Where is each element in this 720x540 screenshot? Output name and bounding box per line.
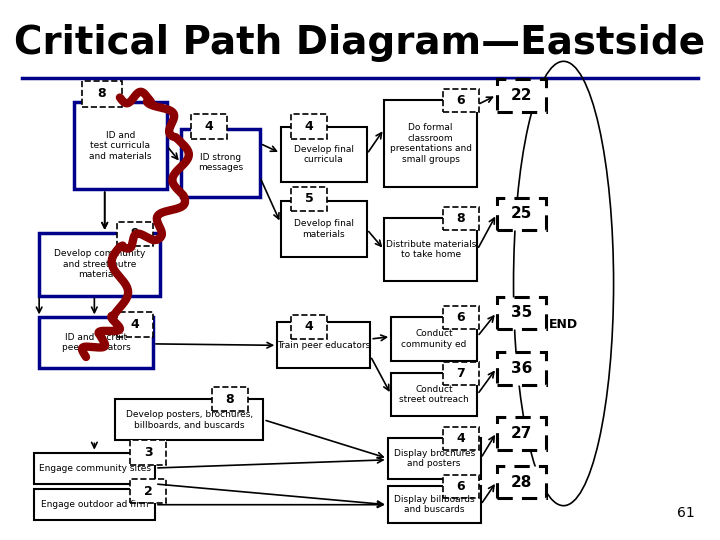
Text: Develop final
materials: Develop final materials	[294, 219, 354, 239]
FancyBboxPatch shape	[181, 129, 260, 197]
FancyBboxPatch shape	[73, 103, 167, 190]
Text: Do formal
classroom
presentations and
small groups: Do formal classroom presentations and sm…	[390, 123, 472, 164]
Text: 61: 61	[677, 506, 695, 520]
Text: 36: 36	[510, 361, 532, 376]
FancyBboxPatch shape	[130, 441, 166, 464]
FancyBboxPatch shape	[384, 100, 477, 187]
FancyBboxPatch shape	[39, 233, 160, 295]
FancyBboxPatch shape	[391, 373, 477, 416]
Text: 22: 22	[510, 88, 532, 103]
Text: 8: 8	[225, 393, 234, 406]
Text: 2: 2	[144, 485, 153, 498]
FancyBboxPatch shape	[281, 126, 367, 182]
Text: 8: 8	[98, 87, 107, 100]
FancyBboxPatch shape	[443, 475, 479, 498]
Text: Engage outdoor ad firm: Engage outdoor ad firm	[41, 500, 148, 509]
Text: Train peer educators: Train peer educators	[277, 341, 370, 349]
FancyBboxPatch shape	[387, 438, 481, 479]
FancyBboxPatch shape	[497, 79, 546, 112]
FancyBboxPatch shape	[281, 201, 367, 257]
FancyBboxPatch shape	[212, 387, 248, 411]
FancyBboxPatch shape	[291, 315, 327, 339]
FancyBboxPatch shape	[497, 352, 546, 385]
Text: 4: 4	[204, 120, 213, 133]
FancyBboxPatch shape	[497, 198, 546, 231]
FancyBboxPatch shape	[443, 89, 479, 112]
FancyBboxPatch shape	[117, 222, 153, 246]
FancyBboxPatch shape	[191, 114, 227, 139]
Text: 25: 25	[510, 206, 532, 221]
Text: 6: 6	[456, 94, 465, 107]
FancyBboxPatch shape	[497, 296, 546, 329]
FancyBboxPatch shape	[130, 479, 166, 503]
Text: Critical Path Diagram—Eastside: Critical Path Diagram—Eastside	[14, 24, 706, 62]
Text: 6: 6	[456, 311, 465, 325]
FancyBboxPatch shape	[497, 465, 546, 498]
Text: 27: 27	[510, 426, 532, 441]
Text: 28: 28	[510, 475, 532, 490]
FancyBboxPatch shape	[443, 427, 479, 450]
Text: Display brochures
and posters: Display brochures and posters	[394, 449, 474, 468]
Text: 8: 8	[456, 212, 465, 225]
FancyBboxPatch shape	[117, 313, 153, 336]
Text: 35: 35	[510, 306, 532, 320]
FancyBboxPatch shape	[387, 487, 481, 523]
FancyBboxPatch shape	[291, 187, 327, 211]
FancyBboxPatch shape	[497, 417, 546, 450]
FancyBboxPatch shape	[391, 318, 477, 361]
FancyBboxPatch shape	[82, 80, 122, 107]
Text: 4: 4	[456, 432, 465, 445]
FancyBboxPatch shape	[39, 318, 153, 368]
FancyBboxPatch shape	[443, 362, 479, 385]
Text: 7: 7	[456, 367, 465, 380]
Text: 6: 6	[456, 481, 465, 494]
FancyBboxPatch shape	[35, 453, 155, 484]
Text: Develop posters, brochures,
billboards, and buscards: Develop posters, brochures, billboards, …	[126, 410, 253, 430]
Text: END: END	[549, 318, 578, 331]
Text: Distribute materials
to take home: Distribute materials to take home	[385, 240, 476, 259]
FancyBboxPatch shape	[443, 306, 479, 329]
FancyBboxPatch shape	[115, 400, 264, 441]
FancyBboxPatch shape	[35, 489, 155, 520]
FancyBboxPatch shape	[277, 322, 370, 368]
Text: Conduct
community ed: Conduct community ed	[402, 329, 467, 349]
Text: Conduct
street outreach: Conduct street outreach	[400, 385, 469, 404]
Text: 4: 4	[305, 120, 313, 133]
Text: 9: 9	[131, 227, 140, 240]
FancyBboxPatch shape	[384, 218, 477, 281]
Text: 4: 4	[305, 320, 313, 334]
Text: 5: 5	[305, 192, 313, 206]
FancyBboxPatch shape	[291, 114, 327, 139]
Text: Develop community
and street outre
materials: Develop community and street outre mater…	[54, 249, 145, 279]
Text: 3: 3	[144, 446, 153, 459]
Text: ID and
test curricula
and materials: ID and test curricula and materials	[89, 131, 151, 161]
Text: 4: 4	[131, 318, 140, 331]
Text: ID and recruit
peer educators: ID and recruit peer educators	[62, 333, 130, 353]
Text: Display billboards
and buscards: Display billboards and buscards	[394, 495, 474, 514]
Text: Engage community sites: Engage community sites	[39, 464, 150, 472]
FancyBboxPatch shape	[443, 207, 479, 231]
Text: Develop final
curricula: Develop final curricula	[294, 145, 354, 164]
Text: ID strong
messages: ID strong messages	[198, 153, 243, 172]
